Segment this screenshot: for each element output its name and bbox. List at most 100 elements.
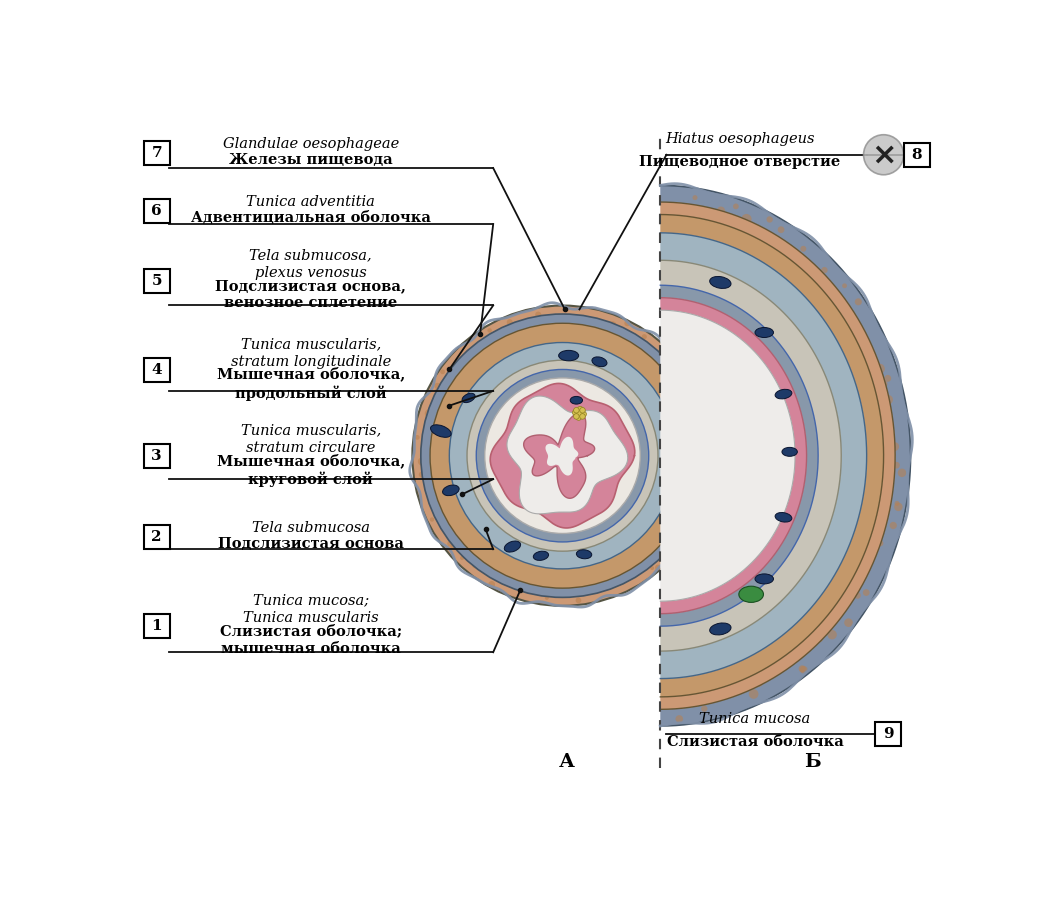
Circle shape [576,598,581,603]
Text: 4: 4 [152,363,162,377]
Circle shape [889,521,897,529]
Circle shape [435,389,440,394]
Circle shape [608,321,616,329]
Circle shape [606,324,612,329]
Circle shape [693,489,702,497]
Circle shape [519,586,525,592]
Circle shape [655,564,661,571]
Text: 6: 6 [152,204,162,217]
FancyBboxPatch shape [903,143,930,167]
Circle shape [894,461,900,469]
Circle shape [660,351,665,357]
Circle shape [498,329,504,334]
FancyBboxPatch shape [143,269,170,293]
Ellipse shape [570,397,583,404]
Text: Hiatus oesophageus: Hiatus oesophageus [665,132,814,147]
Text: 2: 2 [152,530,162,543]
Circle shape [650,566,654,570]
Text: Слизистая оболочка;
мышечная оболочка: Слизистая оболочка; мышечная оболочка [219,624,402,656]
Circle shape [890,442,899,451]
Ellipse shape [775,512,792,522]
Text: Мышечная оболочка,
круговой слой: Мышечная оболочка, круговой слой [216,453,405,487]
Ellipse shape [467,360,658,551]
Text: Адвентициальная оболочка: Адвентициальная оболочка [191,211,430,225]
Circle shape [428,424,432,429]
Circle shape [692,195,697,200]
Text: Tunica muscularis,
stratum longitudinale: Tunica muscularis, stratum longitudinale [231,337,391,369]
Circle shape [422,474,426,478]
Polygon shape [660,260,842,652]
Circle shape [895,501,900,506]
FancyBboxPatch shape [143,444,170,468]
Circle shape [858,328,864,334]
Circle shape [854,592,861,599]
FancyBboxPatch shape [143,199,170,223]
Polygon shape [660,310,795,602]
Ellipse shape [430,323,695,588]
Ellipse shape [775,389,792,399]
Circle shape [418,458,426,466]
Ellipse shape [710,277,731,288]
Circle shape [814,633,824,642]
Text: Мышечная оболочка,
продольный слой: Мышечная оболочка, продольный слой [216,367,405,400]
Text: Б: Б [805,753,822,772]
Circle shape [695,436,700,440]
Circle shape [878,541,883,546]
Ellipse shape [577,550,591,559]
Text: 1: 1 [152,620,162,633]
Circle shape [800,246,807,252]
Circle shape [881,380,887,388]
Text: Tela submucosa: Tela submucosa [251,521,370,535]
Circle shape [741,686,746,692]
FancyBboxPatch shape [143,358,170,382]
Polygon shape [660,186,911,726]
Circle shape [575,588,582,595]
Ellipse shape [443,485,459,496]
Ellipse shape [412,306,712,606]
Ellipse shape [449,342,675,569]
Circle shape [615,579,622,586]
Circle shape [766,217,773,223]
Circle shape [734,204,739,209]
Text: Tela submucosa,
plexus venosus: Tela submucosa, plexus venosus [249,248,372,280]
Circle shape [700,424,707,431]
Circle shape [675,715,683,723]
Polygon shape [660,233,867,679]
Polygon shape [546,437,579,476]
Circle shape [572,410,578,415]
Text: Tunica adventitia: Tunica adventitia [246,196,375,209]
Circle shape [440,369,445,374]
Ellipse shape [710,623,731,635]
Circle shape [754,678,763,687]
Circle shape [414,435,420,440]
Circle shape [668,531,676,539]
Text: 5: 5 [152,274,162,288]
Circle shape [507,319,513,325]
Circle shape [581,411,586,417]
FancyBboxPatch shape [876,723,901,746]
Circle shape [717,207,725,215]
Circle shape [701,705,707,712]
Ellipse shape [739,586,763,602]
Ellipse shape [484,378,640,533]
Polygon shape [490,383,635,528]
Circle shape [426,480,435,488]
Circle shape [447,541,454,547]
FancyBboxPatch shape [143,614,170,638]
Text: Подслизистая основа,
венозное сплетение: Подслизистая основа, венозное сплетение [215,279,406,310]
Circle shape [884,395,893,404]
Text: 3: 3 [152,449,162,463]
Circle shape [748,689,759,699]
Circle shape [488,329,492,333]
Text: Glandulae oesophageae: Glandulae oesophageae [223,137,399,151]
Circle shape [429,518,435,521]
Polygon shape [660,215,884,697]
Text: А: А [559,753,575,772]
Text: Пищеводное отверстие: Пищеводное отверстие [639,156,841,169]
Ellipse shape [462,393,475,402]
Polygon shape [524,413,595,499]
Circle shape [517,323,522,327]
Circle shape [864,135,903,175]
Circle shape [687,499,693,505]
Circle shape [535,311,542,318]
